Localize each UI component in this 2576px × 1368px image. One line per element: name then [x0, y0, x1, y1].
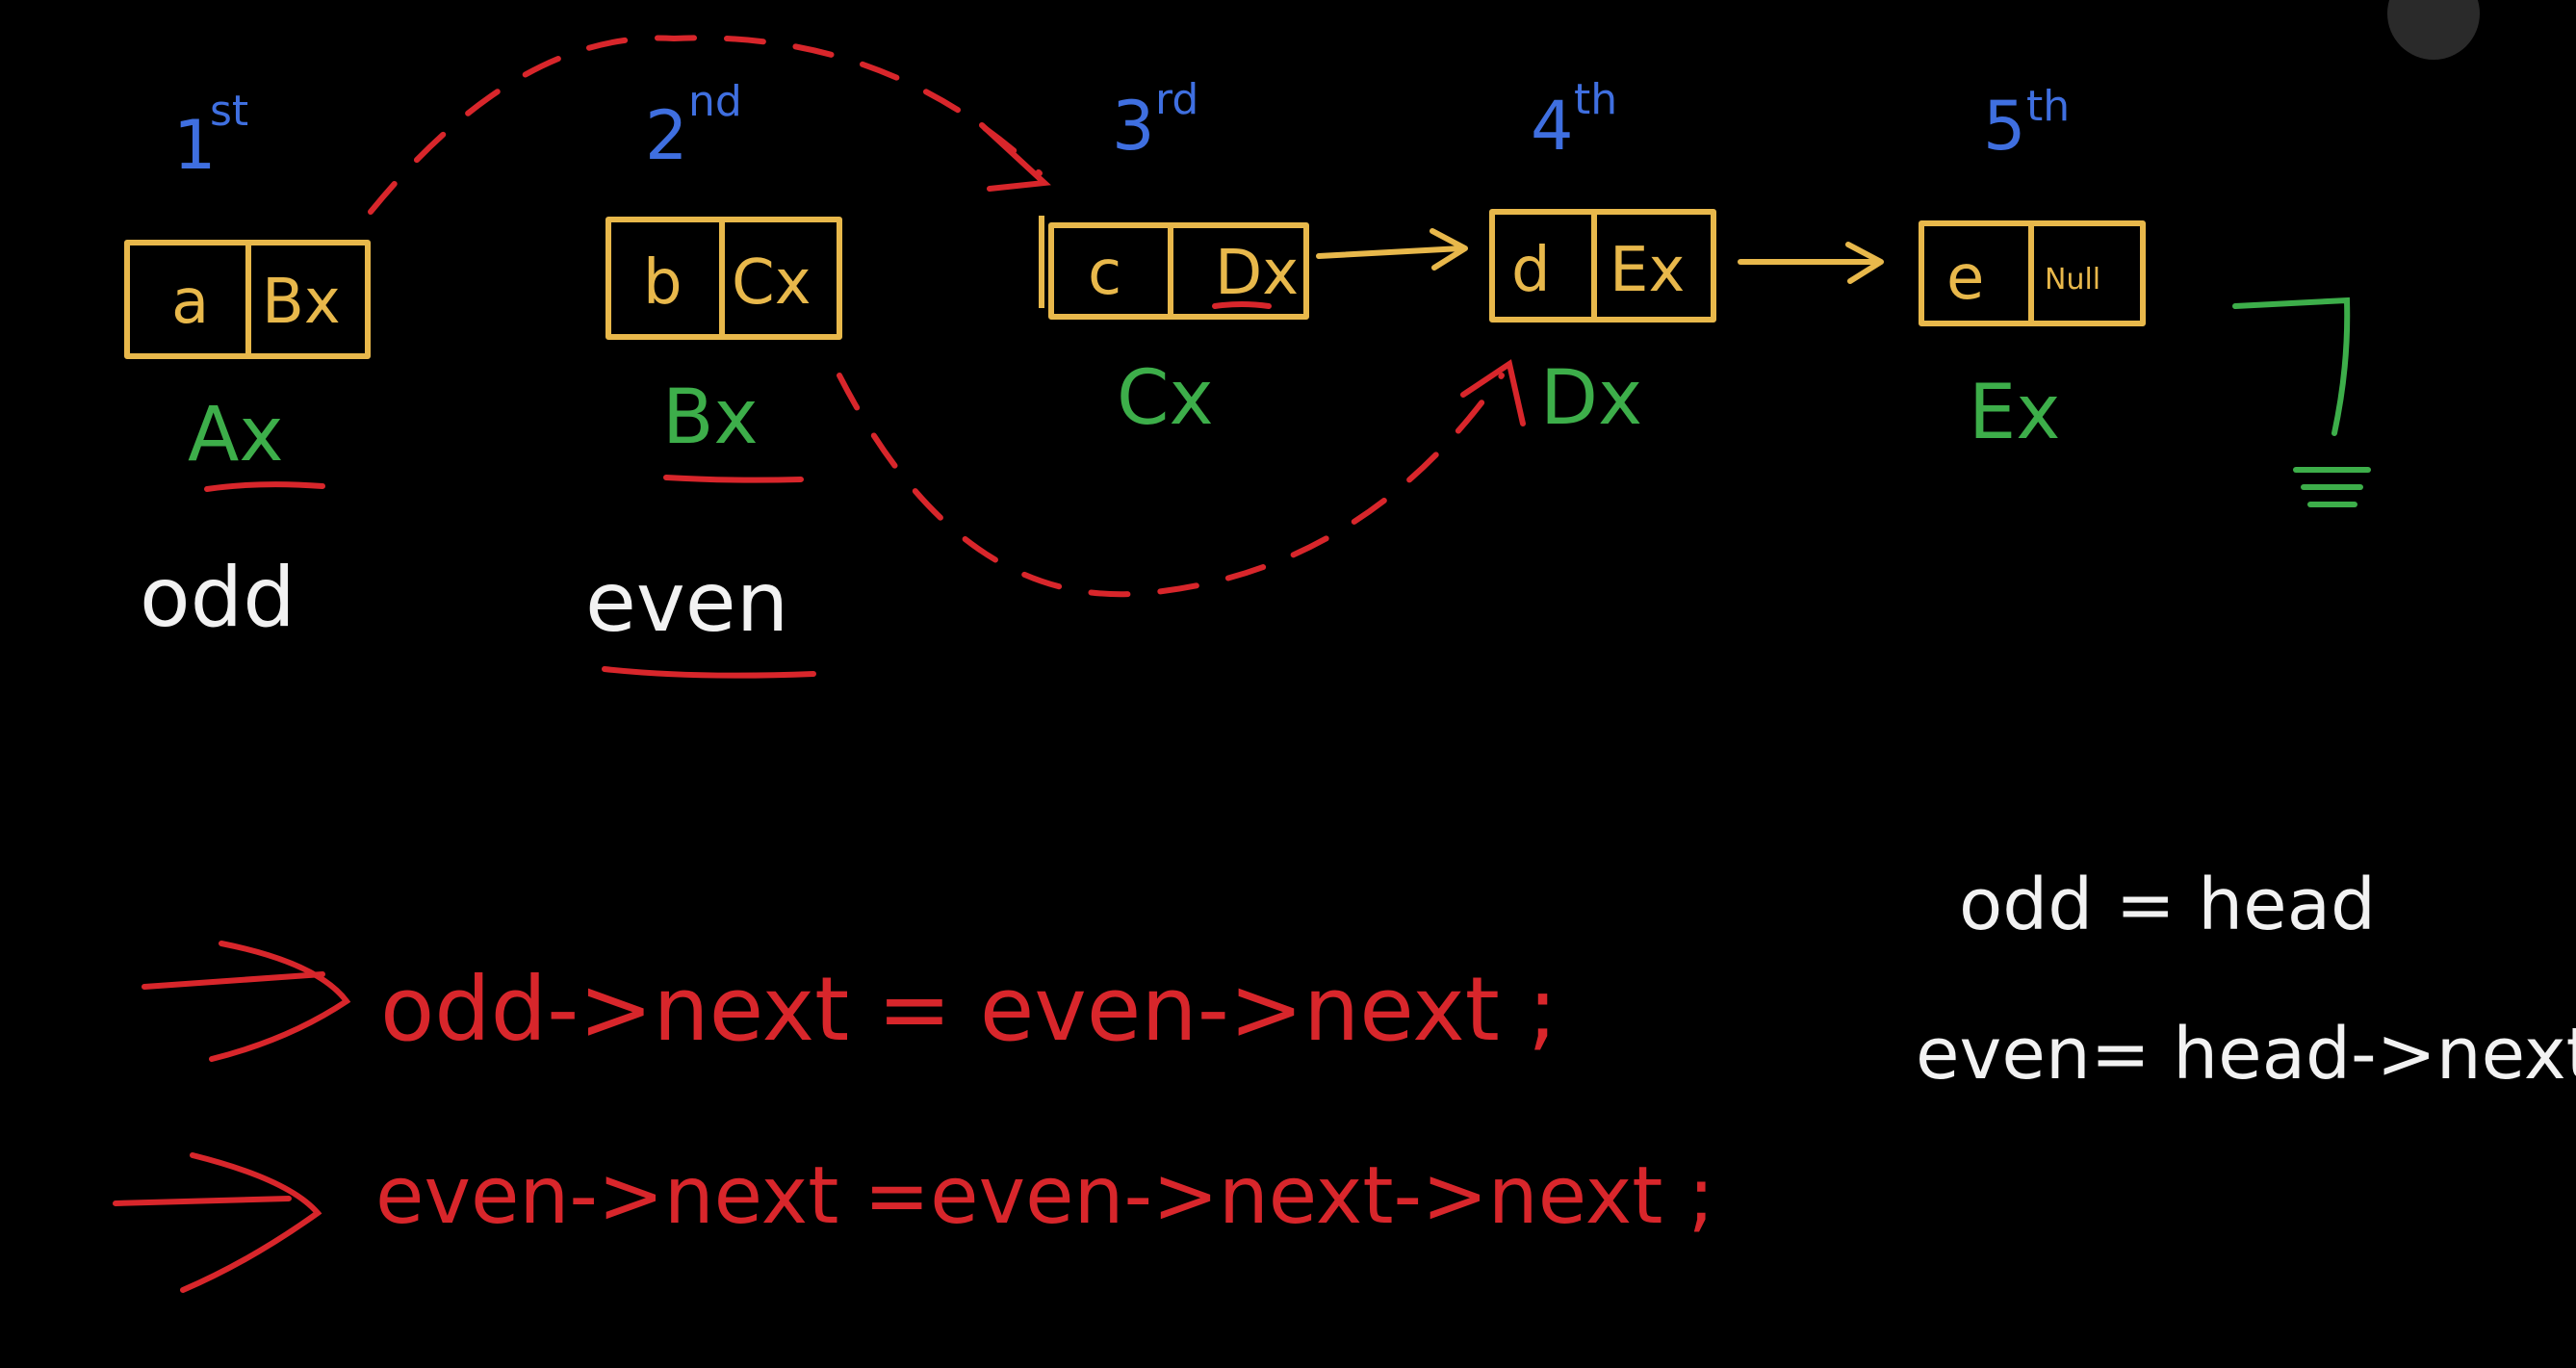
- underline-dx: [1212, 301, 1272, 309]
- node-3-address: Cx: [1117, 355, 1214, 442]
- node-1: a Bx: [124, 240, 371, 359]
- svg-text:th: th: [2026, 82, 2070, 131]
- arrow-node4-to-node5: [1738, 242, 1884, 284]
- node-4-value: d: [1511, 235, 1551, 306]
- node-4-next: Ex: [1610, 235, 1685, 306]
- ordinal-2: 2 nd: [645, 77, 742, 175]
- step-1-text: odd->next = even->next ;: [380, 958, 1558, 1061]
- node-5-value: e: [1946, 243, 1984, 314]
- svg-text:5: 5: [1983, 87, 2026, 166]
- arrow-node3-to-node4: [1316, 228, 1468, 271]
- ordinal-5: 5 th: [1983, 82, 2070, 166]
- ordinal-4: 4 th: [1531, 75, 1617, 166]
- node-3-next: Dx: [1215, 238, 1299, 309]
- node-3: c Dx: [1039, 216, 1309, 320]
- svg-text:4: 4: [1531, 87, 1574, 166]
- dashed-arrow-even-to-node4: [837, 359, 1526, 598]
- svg-text:th: th: [1574, 75, 1617, 124]
- even-label: even: [585, 555, 788, 651]
- node-2-next: Cx: [732, 247, 811, 319]
- node-1-value: a: [171, 267, 209, 338]
- node-4: d Ex: [1489, 209, 1716, 323]
- node-2-value: b: [643, 247, 683, 319]
- svg-text:st: st: [210, 87, 248, 136]
- node-1-address: Ax: [188, 392, 284, 478]
- step-2-text: even->next =even->next->next ;: [375, 1150, 1714, 1242]
- overlay-button[interactable]: [2387, 0, 2480, 60]
- odd-label: odd: [140, 550, 296, 646]
- underline-even: [602, 666, 816, 679]
- svg-text:nd: nd: [688, 77, 742, 126]
- node-5: e Null: [1919, 220, 2146, 326]
- node-2-address: Bx: [662, 374, 759, 461]
- dashed-arrow-odd-to-node3: [368, 35, 1051, 215]
- node-5-address: Ex: [1969, 370, 2060, 456]
- svg-text:2: 2: [645, 96, 688, 175]
- node-5-next: Null: [2045, 263, 2100, 297]
- svg-text:1: 1: [173, 106, 217, 185]
- null-ground-icon: [2232, 297, 2371, 507]
- node-3-value: c: [1088, 238, 1121, 309]
- step-2: even->next =even->next->next ;: [113, 1150, 1714, 1293]
- ordinal-1: 1 st: [173, 87, 248, 185]
- node-2: b Cx: [605, 217, 842, 340]
- init-even-head-next: even= head->next: [1916, 1013, 2576, 1096]
- underline-ax: [204, 481, 325, 492]
- node-4-address: Dx: [1540, 355, 1642, 442]
- ordinal-3: 3 rd: [1112, 75, 1198, 166]
- init-odd-head: odd = head: [1959, 864, 2376, 946]
- node-1-next: Bx: [262, 267, 341, 338]
- step-1: odd->next = even->next ;: [142, 941, 1558, 1062]
- svg-text:rd: rd: [1155, 75, 1198, 124]
- svg-text:3: 3: [1112, 87, 1155, 166]
- underline-bx: [663, 475, 804, 483]
